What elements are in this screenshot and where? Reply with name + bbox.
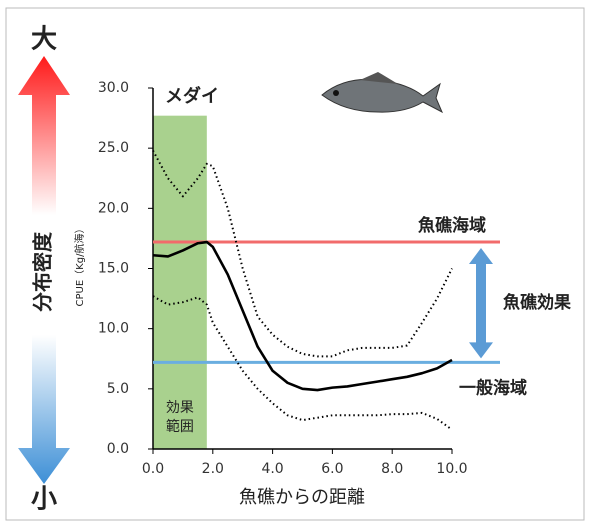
chart-title: メダイ (165, 85, 219, 107)
y-tick-label: 20.0 (98, 200, 129, 216)
series-line (152, 240, 453, 392)
effect-band (153, 115, 207, 449)
x-tick-label: 8.0 (381, 461, 403, 477)
x-tick-label: 0.0 (142, 461, 164, 477)
annotation: 魚礁効果 (503, 292, 571, 313)
reference-label: 一般海域 (459, 377, 527, 398)
y-tick-label: 5.0 (107, 381, 129, 397)
up-arrow (18, 56, 70, 215)
side-middle: 分布密度 (31, 231, 55, 312)
side-bottom: 小 (31, 485, 57, 515)
series-line (152, 150, 453, 358)
y-axis-label: CPUE（Kg/航海） (73, 224, 86, 307)
reference-label: 魚礁海域 (418, 215, 486, 236)
series-line (152, 295, 453, 431)
y-tick-label: 30.0 (98, 80, 129, 96)
effect-arrow (469, 248, 493, 359)
y-tick-label: 0.0 (107, 441, 129, 457)
y-tick-label: 10.0 (98, 321, 129, 337)
x-tick-label: 6.0 (321, 461, 343, 477)
band-label: 効果 (166, 400, 194, 416)
side-top: 大 (31, 25, 57, 55)
band-label: 範囲 (166, 418, 194, 435)
y-tick-label: 15.0 (98, 261, 129, 277)
y-tick-label: 25.0 (98, 140, 129, 156)
x-tick-label: 4.0 (261, 461, 283, 477)
x-tick-label: 2.0 (202, 461, 224, 477)
down-arrow (18, 335, 70, 484)
x-tick-label: 10.0 (436, 461, 467, 477)
frame (5, 7, 585, 521)
x-axis-label: 魚礁からの距離 (239, 487, 365, 508)
fish (321, 72, 444, 114)
